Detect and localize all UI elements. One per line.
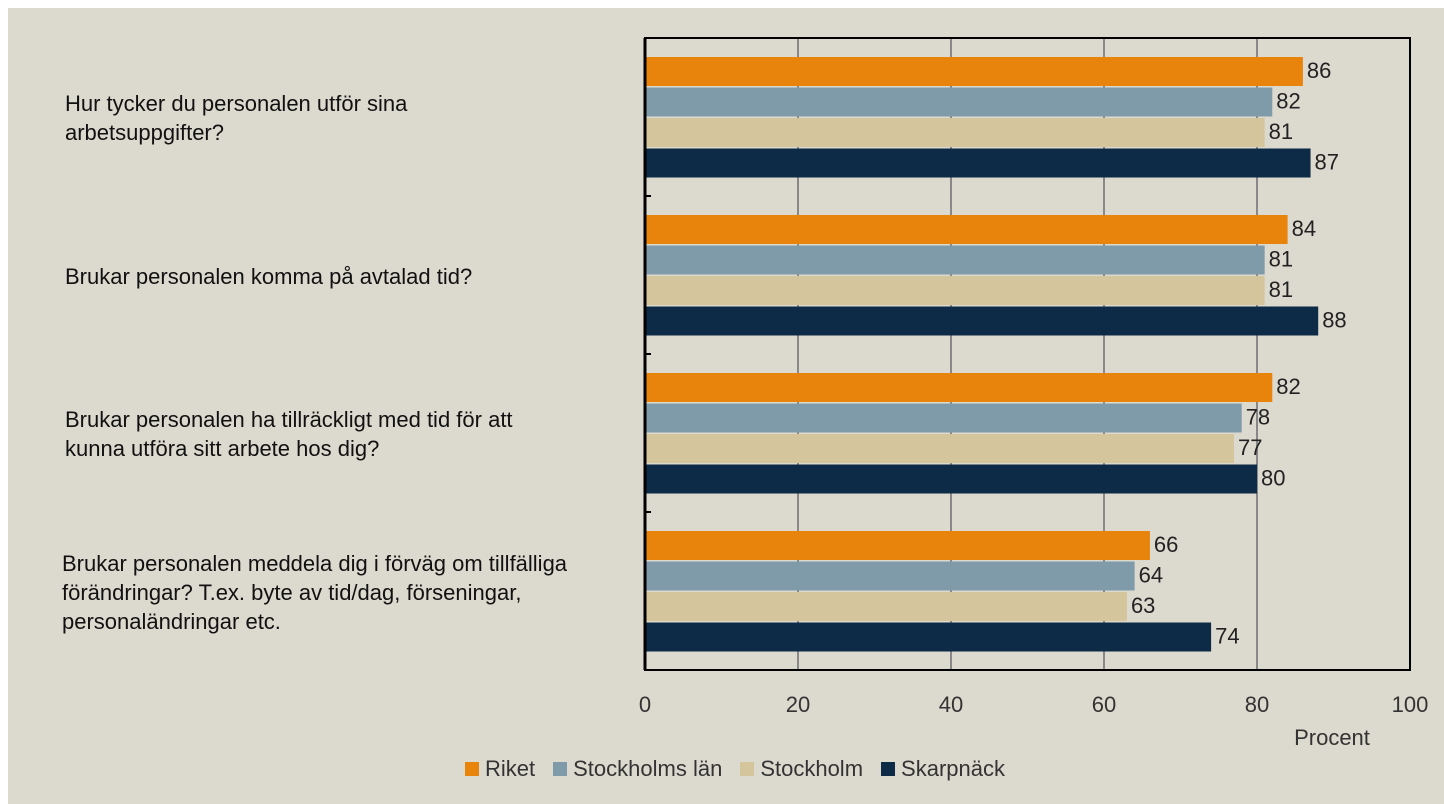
legend-item: Skarpnäck: [881, 756, 1005, 782]
legend-item: Stockholms län: [553, 756, 722, 782]
bar: [645, 57, 1303, 86]
bar: [645, 403, 1242, 433]
legend-label: Stockholms län: [573, 756, 723, 781]
legend: Riket Stockholms län Stockholm Skarpnäck: [0, 756, 1444, 782]
bar: [645, 373, 1273, 402]
legend-label: Riket: [485, 756, 536, 781]
x-tick-label: 100: [1392, 692, 1429, 717]
value-label: 74: [1215, 624, 1239, 649]
bar: [645, 245, 1265, 275]
value-label: 82: [1276, 374, 1300, 399]
bar: [645, 87, 1273, 117]
value-label: 88: [1322, 308, 1346, 333]
x-tick-label: 40: [939, 692, 963, 717]
x-axis-label: Procent: [1294, 725, 1370, 750]
value-label: 84: [1292, 216, 1316, 241]
legend-swatch: [465, 762, 479, 776]
legend-swatch: [881, 762, 896, 776]
legend-label: Stockholm: [760, 756, 864, 781]
x-tick-label: 0: [639, 692, 651, 717]
value-label: 87: [1315, 150, 1339, 175]
value-label: 66: [1154, 532, 1178, 557]
category-label: Hur tycker du personalen utför sina arbe…: [65, 91, 408, 145]
bar: [645, 118, 1265, 147]
legend-swatch: [553, 762, 568, 776]
value-label: 77: [1238, 435, 1262, 460]
value-label: 81: [1269, 247, 1293, 272]
value-label: 82: [1276, 89, 1300, 114]
x-tick-label: 20: [786, 692, 810, 717]
value-label: 78: [1246, 405, 1270, 430]
bar: [645, 622, 1212, 652]
legend-swatch: [740, 762, 755, 776]
bar: [645, 148, 1311, 178]
value-label: 80: [1261, 466, 1285, 491]
bar: [645, 434, 1235, 463]
value-label: 81: [1269, 119, 1293, 144]
x-tick-label: 80: [1245, 692, 1269, 717]
category-label: Brukar personalen meddela dig i förväg o…: [62, 550, 568, 634]
bar: [645, 276, 1265, 305]
category-label: Brukar personalen ha tillräckligt med ti…: [65, 407, 513, 461]
legend-label: Skarpnäck: [901, 756, 1005, 781]
bar: [645, 215, 1288, 244]
bar: [645, 531, 1150, 560]
x-tick-label: 60: [1092, 692, 1116, 717]
bar: [645, 464, 1257, 494]
bar: [645, 561, 1135, 591]
legend-item: Riket: [465, 756, 535, 782]
value-label: 63: [1131, 593, 1155, 618]
bar: [645, 592, 1127, 621]
bar: [645, 306, 1319, 336]
category-label: Brukar personalen komma på avtalad tid?: [65, 263, 473, 289]
legend-item: Stockholm: [740, 756, 863, 782]
value-label: 81: [1269, 277, 1293, 302]
value-label: 64: [1139, 563, 1163, 588]
value-label: 86: [1307, 58, 1331, 83]
